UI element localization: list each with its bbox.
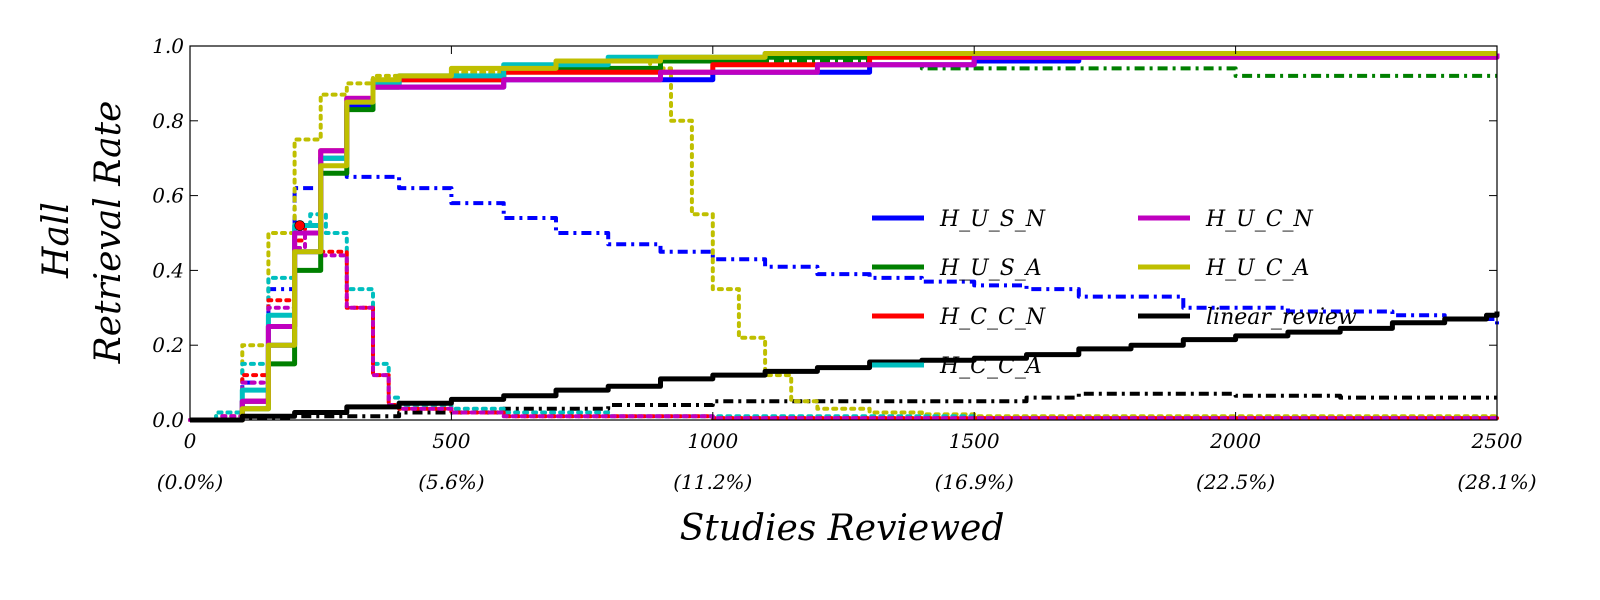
x-tick-sublabel: (22.5%) [1196, 470, 1275, 494]
y-tick-label: 0.8 [152, 109, 184, 133]
series-lines [188, 51, 1500, 423]
series-line-dotted-13 [188, 231, 1499, 422]
y-tick-label: 0.6 [152, 184, 184, 208]
x-tick-label: 500 [432, 429, 470, 453]
series-line-dashdot-7 [190, 163, 1499, 422]
x-tick-label: 1000 [687, 429, 738, 453]
legend-label: H_U_C_A [1205, 256, 1309, 281]
series-line-linear-review [190, 311, 1500, 423]
y-tick-label: 1.0 [152, 34, 184, 58]
y-tick-label: 0.4 [152, 258, 184, 282]
legend-label: H_C_C_N [939, 305, 1046, 330]
series-markers [294, 220, 306, 231]
y-tick-label: 0.0 [152, 408, 184, 432]
x-tick-label: 2500 [1471, 429, 1523, 453]
x-tick-sublabel: (0.0%) [157, 470, 223, 494]
series-marker-0 [294, 220, 306, 231]
series-line-dotted-12 [188, 223, 1499, 422]
x-tick-label: 1500 [949, 429, 1000, 453]
x-tick-label: 0 [184, 429, 197, 453]
legend-label: H_U_C_N [1205, 207, 1314, 232]
legend: H_U_S_N H_U_S_A H_C_C_N H_C_C_A H_U_C_N H_U_C… [872, 207, 1357, 379]
x-tick-sublabel: (5.6%) [418, 470, 484, 494]
plot-frame [189, 45, 1498, 421]
y-tick-label: 0.2 [152, 333, 184, 357]
legend-label: H_U_S_A [939, 256, 1042, 281]
x-tick-label: 2000 [1209, 429, 1261, 453]
legend-label: linear_review [1206, 305, 1357, 330]
y-axis-title-line2: Retrieval Rate [88, 101, 129, 365]
legend-label: H_U_S_N [939, 207, 1046, 232]
x-axis-title: Studies Reviewed [680, 508, 1005, 549]
x-tick-sublabel: (11.2%) [673, 470, 752, 494]
series-line-h-u-c-a [190, 51, 1497, 423]
y-axis-title-line1: Hall [36, 202, 77, 279]
axis-ticks [189, 45, 1498, 421]
legend-label: H_C_C_A [939, 354, 1042, 379]
x-tick-sublabel: (16.9%) [935, 470, 1014, 494]
axis-tick-labels: 0 (0.0%) 500 (5.6%) 1000 (11.2%) 1500 (16.9%) 20… [152, 34, 1536, 494]
x-tick-sublabel: (28.1%) [1457, 470, 1536, 494]
series-line-dashdot-9 [190, 391, 1497, 422]
